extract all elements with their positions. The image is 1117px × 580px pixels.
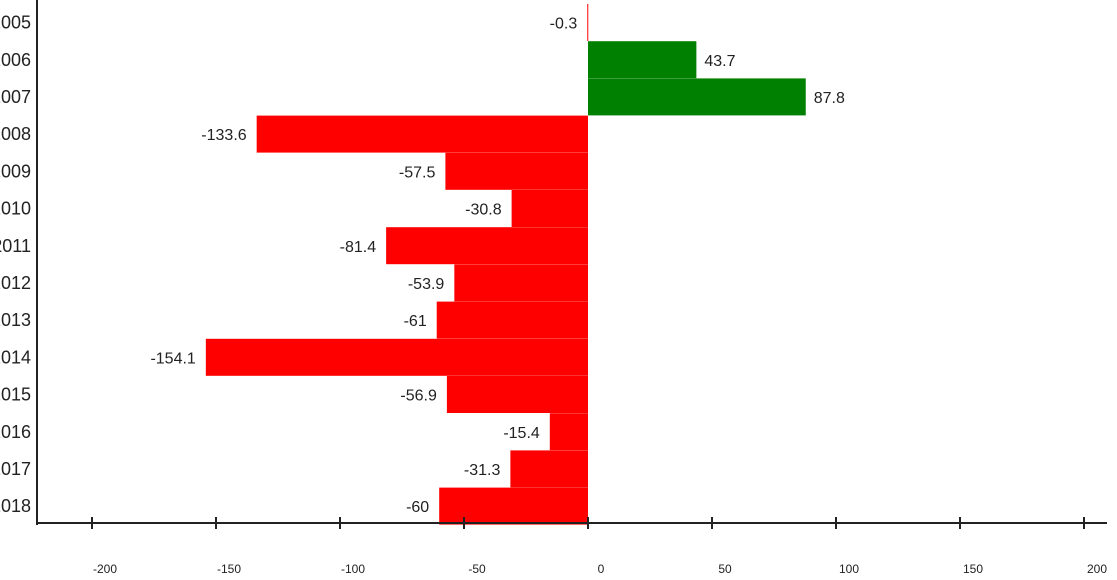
- data-labels-layer: -0.3 43.7 87.8 -133.6 -57.5 -30.8 -81.4 -53.9 -6…: [150, 16, 845, 517]
- x-tick-label-50: 50: [718, 562, 732, 576]
- bar-2017: [510, 450, 588, 488]
- category-label-2006: 2006: [0, 50, 31, 70]
- x-tick-label-150: 150: [963, 562, 983, 576]
- bar-2010: [511, 190, 588, 227]
- value-label-2015: -56.9: [400, 388, 437, 405]
- category-label-2008: 2008: [0, 124, 31, 144]
- bar-2013: [436, 301, 588, 339]
- bar-2012: [454, 264, 588, 302]
- bar-2005: [587, 4, 589, 41]
- value-label-2009: -57.5: [399, 164, 436, 181]
- x-tick-label--100: -100: [341, 562, 365, 576]
- category-label-2009: 2009: [0, 161, 31, 181]
- value-label-2016: -15.4: [503, 425, 540, 442]
- category-label-2016: 2016: [0, 422, 31, 442]
- category-label-2011: 2011: [0, 236, 31, 256]
- x-tick-label--200: -200: [93, 562, 117, 576]
- category-label-2010: 2010: [0, 199, 31, 219]
- axes-layer: -200 -150 -100 -50 0 50 100 150 200: [36, 0, 1107, 576]
- value-label-2005: -0.3: [550, 16, 578, 33]
- x-tick-label--150: -150: [217, 562, 241, 576]
- x-tick-label-200: 200: [1087, 562, 1107, 576]
- bar-2015: [446, 376, 588, 413]
- x-tick-label--50: -50: [468, 562, 486, 576]
- bar-2011: [386, 227, 588, 265]
- bar-2014: [205, 338, 588, 376]
- value-label-2013: -61: [404, 313, 427, 330]
- bars-layer: [205, 4, 806, 525]
- category-label-2012: 2012: [0, 273, 31, 293]
- bar-2006: [588, 41, 697, 79]
- value-label-2014: -154.1: [150, 350, 195, 367]
- category-label-2018: 2018: [0, 496, 31, 516]
- value-label-2011: -81.4: [340, 239, 377, 256]
- value-label-2006: 43.7: [704, 53, 735, 70]
- value-label-2008: -133.6: [201, 127, 246, 144]
- value-label-2012: -53.9: [408, 276, 445, 293]
- x-tick-label-0: 0: [598, 562, 605, 576]
- bar-2009: [445, 152, 588, 190]
- value-label-2010: -30.8: [465, 202, 502, 219]
- category-label-2005: 2005: [0, 13, 31, 33]
- category-label-2015: 2015: [0, 385, 31, 405]
- bar-2018: [439, 487, 588, 525]
- bar-2008: [256, 115, 588, 153]
- bar-2016: [549, 413, 588, 451]
- value-label-2017: -31.3: [464, 462, 501, 479]
- category-label-2014: 2014: [0, 347, 31, 367]
- x-tick-label-100: 100: [839, 562, 859, 576]
- value-label-2018: -60: [406, 499, 429, 516]
- bar-2007: [588, 78, 806, 116]
- category-label-2017: 2017: [0, 459, 31, 479]
- category-label-2007: 2007: [0, 87, 31, 107]
- value-label-2007: 87.8: [814, 90, 845, 107]
